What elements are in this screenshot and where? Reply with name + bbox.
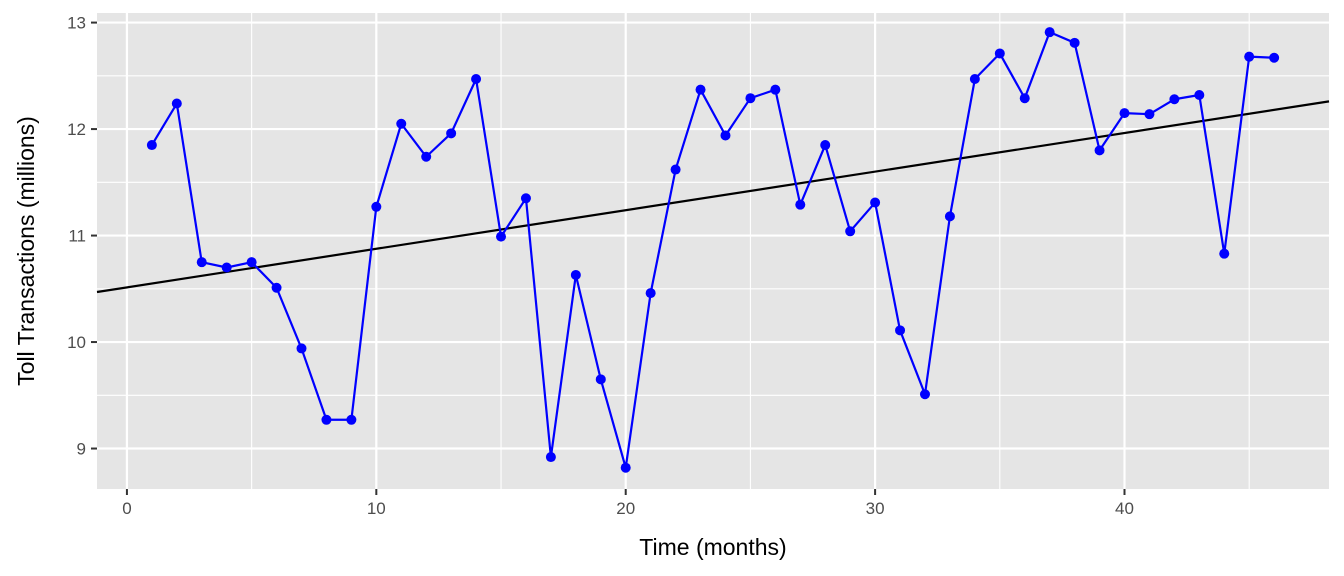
data-point bbox=[994, 48, 1005, 59]
data-point bbox=[1094, 145, 1105, 156]
x-tick-label: 0 bbox=[122, 499, 131, 518]
y-tick-label: 13 bbox=[67, 14, 86, 33]
data-point bbox=[695, 84, 706, 95]
data-point bbox=[944, 211, 955, 222]
data-point bbox=[1119, 108, 1130, 119]
data-point bbox=[1219, 248, 1230, 259]
y-axis: 9 10 11 12 13 bbox=[67, 14, 97, 459]
y-tick-label: 11 bbox=[68, 227, 86, 246]
x-tick-label: 10 bbox=[367, 499, 386, 518]
x-axis-title: Time (months) bbox=[639, 534, 786, 560]
data-point bbox=[545, 452, 556, 463]
data-point bbox=[1044, 27, 1055, 38]
data-point bbox=[496, 231, 507, 242]
data-point bbox=[1244, 51, 1255, 62]
data-point bbox=[346, 414, 357, 425]
data-point bbox=[471, 74, 482, 85]
data-point bbox=[795, 199, 806, 210]
data-point bbox=[246, 257, 257, 268]
data-point bbox=[595, 374, 606, 385]
major-gridlines bbox=[97, 13, 1329, 489]
data-point bbox=[196, 257, 207, 268]
y-axis-title: Toll Transactions (millions) bbox=[13, 116, 39, 386]
x-tick-label: 40 bbox=[1115, 499, 1134, 518]
data-point bbox=[770, 84, 781, 95]
data-point bbox=[1069, 37, 1080, 48]
data-point bbox=[1144, 109, 1155, 120]
data-point bbox=[670, 164, 681, 175]
data-point bbox=[371, 201, 382, 212]
data-point bbox=[1019, 93, 1030, 104]
data-point bbox=[845, 226, 856, 237]
data-point bbox=[171, 98, 182, 109]
data-point bbox=[446, 128, 457, 139]
data-point bbox=[820, 140, 831, 151]
y-tick-label: 12 bbox=[67, 120, 86, 139]
data-point bbox=[969, 74, 980, 85]
data-point bbox=[1169, 94, 1180, 105]
data-point bbox=[296, 343, 307, 354]
data-point bbox=[870, 197, 881, 208]
data-point bbox=[271, 282, 282, 293]
data-point bbox=[221, 262, 232, 273]
data-point bbox=[321, 414, 332, 425]
panel-background bbox=[97, 13, 1329, 489]
data-point bbox=[895, 325, 906, 336]
x-tick-label: 20 bbox=[616, 499, 635, 518]
data-point bbox=[1269, 52, 1280, 63]
x-axis: 0 10 20 30 40 bbox=[122, 489, 1134, 518]
points-group bbox=[146, 27, 1280, 473]
data-point bbox=[919, 389, 930, 400]
data-point bbox=[720, 130, 731, 141]
series-line bbox=[150, 31, 1275, 469]
data-point bbox=[1194, 89, 1205, 100]
data-point bbox=[421, 151, 432, 162]
x-tick-label: 30 bbox=[866, 499, 885, 518]
data-point bbox=[570, 269, 581, 280]
data-point bbox=[645, 288, 656, 299]
trend-line-group bbox=[96, 100, 1330, 294]
y-tick-label: 9 bbox=[77, 440, 86, 459]
data-point bbox=[146, 140, 157, 151]
data-point bbox=[745, 93, 756, 104]
data-point bbox=[396, 118, 407, 129]
y-tick-label: 10 bbox=[67, 333, 86, 352]
trend-line bbox=[96, 100, 1330, 294]
data-point bbox=[620, 462, 631, 473]
data-point bbox=[520, 193, 531, 204]
series-group bbox=[150, 31, 1275, 469]
